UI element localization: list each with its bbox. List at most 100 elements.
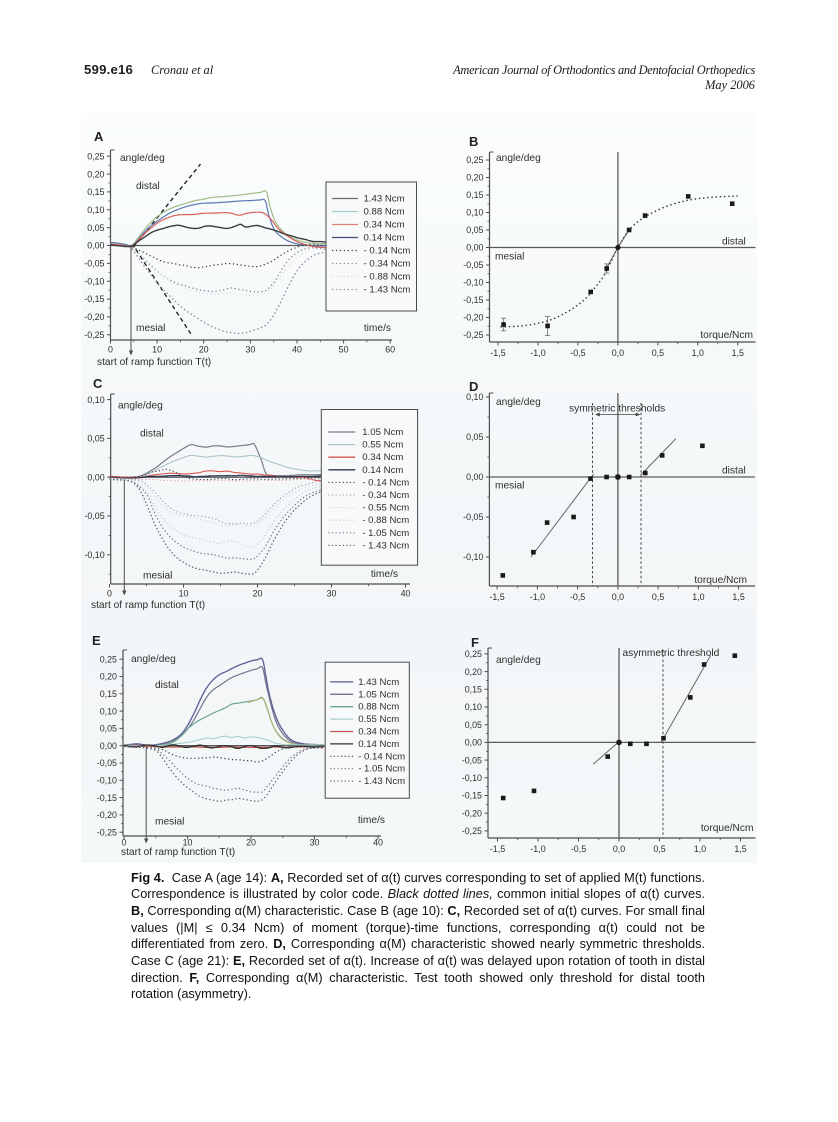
svg-text:B: B [469,134,478,149]
svg-text:F: F [471,635,479,650]
svg-text:0.34 Ncm: 0.34 Ncm [358,727,399,738]
svg-text:angle/deg: angle/deg [496,153,541,164]
svg-text:-0,25: -0,25 [84,330,104,340]
svg-text:0.34 Ncm: 0.34 Ncm [364,220,405,231]
svg-text:start of ramp function T(t): start of ramp function T(t) [91,600,205,611]
svg-text:0.55 Ncm: 0.55 Ncm [362,440,403,451]
svg-text:0.55 Ncm: 0.55 Ncm [358,714,399,725]
svg-text:0.34 Ncm: 0.34 Ncm [362,452,403,463]
svg-text:angle/deg: angle/deg [118,401,163,412]
svg-text:0: 0 [108,345,113,355]
svg-text:0,20: 0,20 [466,173,483,183]
svg-text:0,5: 0,5 [652,348,664,358]
svg-text:-0,15: -0,15 [462,791,482,801]
svg-text:- 0.88 Ncm: - 0.88 Ncm [364,272,411,283]
svg-text:0,25: 0,25 [466,155,483,165]
svg-text:1.05 Ncm: 1.05 Ncm [362,427,403,438]
svg-text:-0,20: -0,20 [463,313,483,323]
svg-text:-0,20: -0,20 [84,312,104,322]
svg-text:0,00: 0,00 [87,241,104,251]
svg-text:0,25: 0,25 [87,151,104,161]
svg-text:0,05: 0,05 [87,223,104,233]
svg-text:0,00: 0,00 [465,738,482,748]
svg-text:20: 20 [199,345,209,355]
svg-text:0,00: 0,00 [466,243,483,253]
svg-text:- 0.14 Ncm: - 0.14 Ncm [362,477,409,488]
svg-text:A: A [94,129,104,144]
svg-text:0,5: 0,5 [652,592,664,602]
svg-text:-0,10: -0,10 [97,776,117,786]
svg-text:- 0.34 Ncm: - 0.34 Ncm [364,259,411,270]
svg-text:0,0: 0,0 [612,592,624,602]
svg-text:0,15: 0,15 [465,685,482,695]
svg-text:1,5: 1,5 [734,844,746,854]
svg-text:0,15: 0,15 [466,190,483,200]
svg-text:-0,15: -0,15 [97,793,117,803]
svg-text:-0,10: -0,10 [84,550,104,560]
svg-text:- 0.34 Ncm: - 0.34 Ncm [362,490,409,501]
svg-text:40: 40 [292,345,302,355]
svg-text:- 1.05 Ncm: - 1.05 Ncm [362,528,409,539]
svg-text:start of ramp function T(t): start of ramp function T(t) [97,357,211,368]
svg-text:1,5: 1,5 [732,592,744,602]
svg-text:-0,5: -0,5 [570,592,585,602]
svg-text:torque/Ncm: torque/Ncm [700,330,753,341]
svg-text:40: 40 [373,838,383,848]
svg-text:0,10: 0,10 [466,392,483,402]
svg-text:-0,05: -0,05 [463,512,483,522]
svg-text:1,0: 1,0 [692,592,704,602]
svg-text:0: 0 [122,838,127,848]
svg-text:1,5: 1,5 [732,348,744,358]
svg-text:20: 20 [253,589,263,599]
svg-text:-0,25: -0,25 [463,330,483,340]
svg-text:-0,10: -0,10 [463,278,483,288]
svg-text:angle/deg: angle/deg [496,655,541,666]
svg-text:asymmetric threshold: asymmetric threshold [623,648,720,659]
svg-text:angle/deg: angle/deg [131,654,176,665]
svg-text:symmetric thresholds: symmetric thresholds [569,404,665,415]
svg-text:-1,5: -1,5 [490,844,505,854]
svg-text:angle/deg: angle/deg [496,397,541,408]
svg-text:distal: distal [722,466,746,477]
svg-text:0,25: 0,25 [465,649,482,659]
svg-text:angle/deg: angle/deg [120,153,165,164]
svg-text:0,10: 0,10 [466,208,483,218]
svg-text:D: D [469,379,478,394]
svg-text:0.14 Ncm: 0.14 Ncm [364,233,405,244]
svg-text:0,05: 0,05 [466,225,483,235]
svg-text:0,15: 0,15 [87,187,104,197]
svg-text:0,10: 0,10 [465,702,482,712]
svg-text:-0,25: -0,25 [97,827,117,837]
svg-text:30: 30 [245,345,255,355]
svg-text:-0,10: -0,10 [84,276,104,286]
svg-text:- 1.43 Ncm: - 1.43 Ncm [358,776,405,787]
svg-text:60: 60 [385,345,395,355]
svg-text:mesial: mesial [143,571,172,582]
svg-text:30: 30 [327,589,337,599]
svg-text:- 1.43 Ncm: - 1.43 Ncm [364,285,411,296]
svg-text:0,05: 0,05 [465,720,482,730]
svg-text:0,0: 0,0 [612,348,624,358]
svg-text:50: 50 [339,345,349,355]
svg-text:-0,25: -0,25 [462,826,482,836]
svg-text:10: 10 [179,589,189,599]
svg-text:0,5: 0,5 [653,844,665,854]
svg-text:-1,5: -1,5 [489,592,504,602]
svg-text:- 1.05 Ncm: - 1.05 Ncm [358,764,405,775]
svg-text:- 0.55 Ncm: - 0.55 Ncm [362,503,409,514]
svg-text:- 0.14 Ncm: - 0.14 Ncm [358,751,405,762]
svg-text:-1,5: -1,5 [490,348,505,358]
svg-text:-1,0: -1,0 [530,348,545,358]
svg-text:0,20: 0,20 [87,169,104,179]
svg-text:0.88 Ncm: 0.88 Ncm [364,207,405,218]
svg-text:0,10: 0,10 [87,395,104,405]
svg-text:0,05: 0,05 [466,432,483,442]
svg-text:1.05 Ncm: 1.05 Ncm [358,689,399,700]
svg-text:1,0: 1,0 [694,844,706,854]
svg-text:-0,10: -0,10 [463,552,483,562]
svg-text:0,00: 0,00 [466,472,483,482]
svg-text:torque/Ncm: torque/Ncm [701,823,754,834]
svg-text:-0,10: -0,10 [462,773,482,783]
svg-text:0.14 Ncm: 0.14 Ncm [362,465,403,476]
svg-text:torque/Ncm: torque/Ncm [694,575,747,586]
